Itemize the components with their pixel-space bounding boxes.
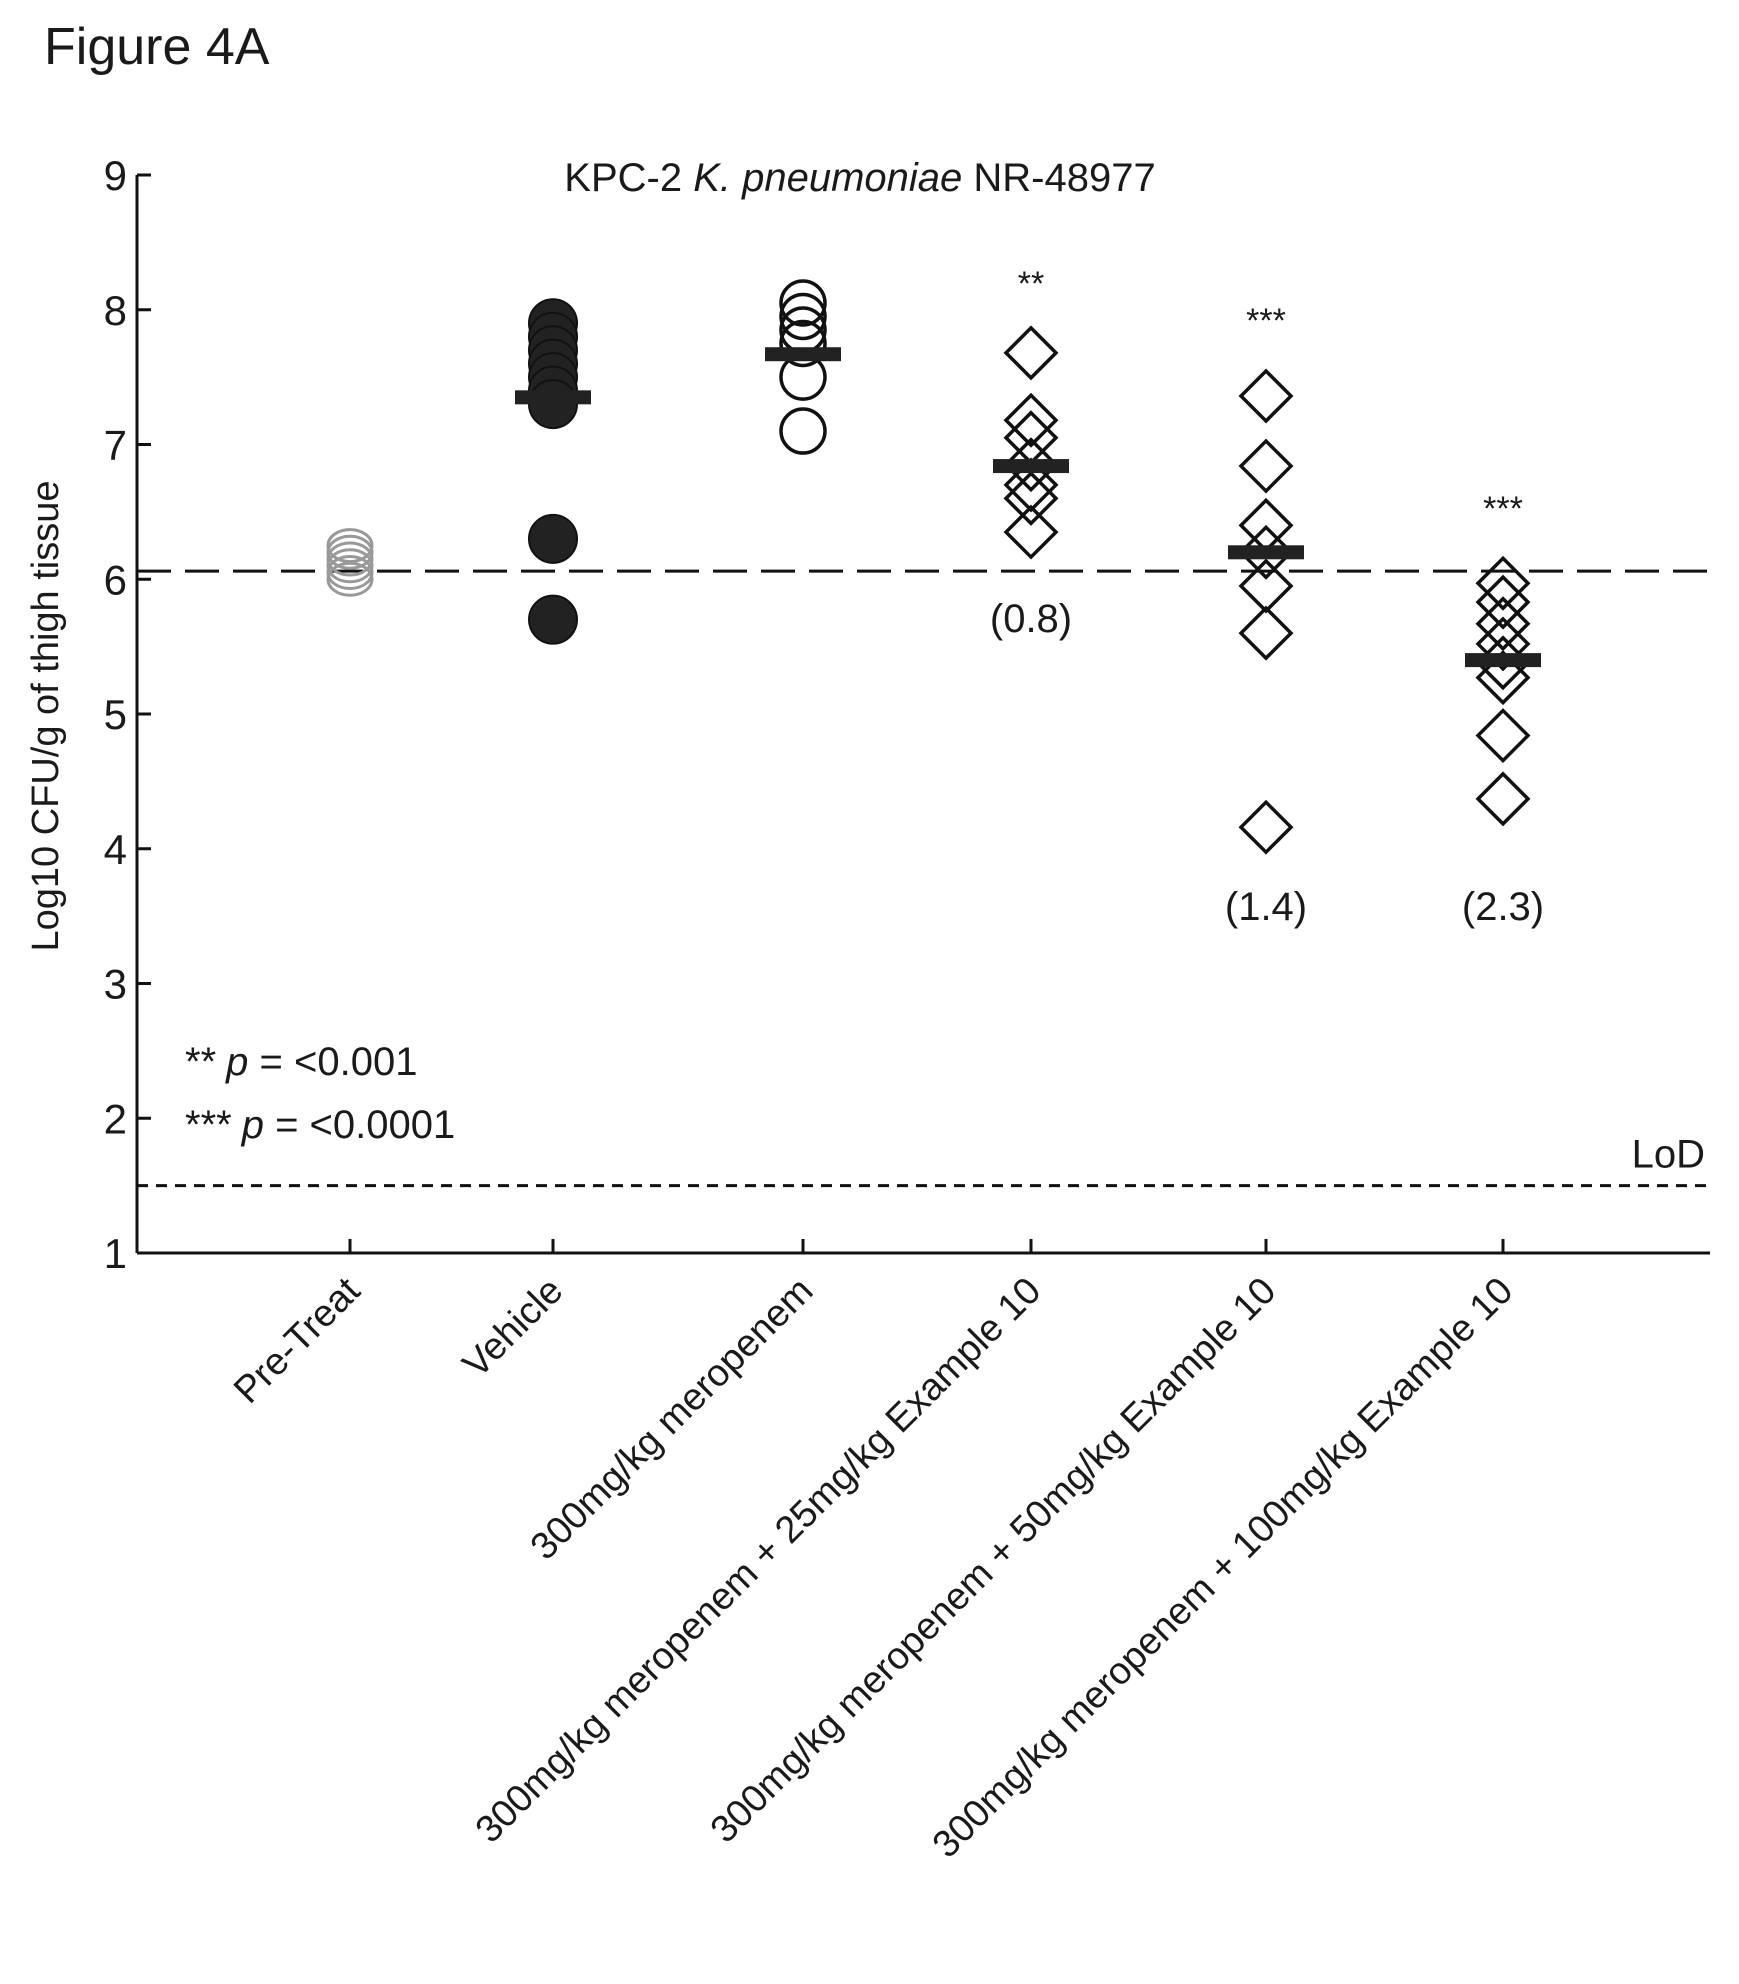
legend-entry-2: *** p = <0.0001 bbox=[185, 1103, 455, 1147]
legend-p-1: p bbox=[225, 1040, 248, 1084]
mean-bar bbox=[1465, 653, 1541, 668]
legend-stars-1: ** bbox=[185, 1040, 216, 1084]
y-tick-label: 4 bbox=[104, 826, 127, 873]
data-point bbox=[326, 541, 374, 577]
axes: 1 2 3 4 5 6 7 8 9 Pre-Treat Vehicle 300mg/kg merope… bbox=[104, 152, 1710, 1866]
data-point bbox=[1003, 470, 1059, 526]
data-point bbox=[326, 555, 374, 591]
data-point bbox=[528, 513, 578, 564]
series-group bbox=[515, 298, 591, 645]
significance-label: *** bbox=[1483, 490, 1523, 528]
data-point bbox=[1475, 771, 1531, 827]
legend-text-2: = <0.0001 bbox=[264, 1103, 455, 1147]
data-point bbox=[779, 319, 827, 368]
significance-label: *** bbox=[1246, 302, 1286, 340]
reduction-label: (0.8) bbox=[990, 597, 1072, 641]
y-tick-label: 7 bbox=[104, 422, 127, 469]
series-group bbox=[993, 325, 1069, 560]
data-point bbox=[1475, 708, 1531, 764]
data-point bbox=[779, 407, 827, 455]
legend-text-1: = <0.001 bbox=[248, 1040, 417, 1084]
data-point bbox=[1238, 558, 1294, 614]
y-tick-label: 6 bbox=[104, 556, 127, 603]
legend-stars-2: *** bbox=[185, 1103, 232, 1147]
data-point bbox=[1475, 650, 1531, 706]
mean-bar bbox=[1228, 545, 1304, 560]
x-tick-label: Pre-Treat bbox=[226, 1269, 368, 1411]
data-point bbox=[1003, 392, 1059, 448]
data-point bbox=[779, 279, 827, 327]
y-tick-label: 8 bbox=[104, 287, 127, 334]
reduction-label: (1.4) bbox=[1225, 885, 1307, 929]
data-point bbox=[1003, 504, 1059, 560]
mean-bar bbox=[515, 390, 591, 405]
data-points bbox=[326, 279, 1541, 855]
data-point bbox=[1475, 596, 1531, 652]
reduction-label: (2.3) bbox=[1462, 885, 1544, 929]
annotations: ** (0.8) *** (1.4) *** (2.3) bbox=[990, 265, 1544, 929]
x-tick-label: 300mg/kg meropenem + 50mg/kg Example 10 bbox=[703, 1270, 1285, 1852]
data-point bbox=[1475, 574, 1531, 630]
data-point bbox=[1238, 524, 1294, 580]
data-point bbox=[779, 292, 827, 341]
data-point bbox=[1475, 616, 1531, 672]
data-point bbox=[1238, 799, 1294, 855]
legend-p-2: p bbox=[241, 1103, 264, 1147]
series-group bbox=[765, 279, 841, 455]
mean-bar bbox=[993, 459, 1069, 474]
data-point bbox=[326, 561, 374, 597]
y-tick-label: 9 bbox=[104, 152, 127, 199]
data-point bbox=[528, 594, 578, 645]
chart-title: KPC-2 K. pneumoniae NR-48977 bbox=[564, 156, 1155, 200]
y-tick-label: 3 bbox=[104, 961, 127, 1008]
significance-label: ** bbox=[1018, 265, 1044, 303]
y-tick-label: 1 bbox=[104, 1230, 127, 1277]
data-point bbox=[779, 353, 827, 401]
figure-label: Figure 4A bbox=[44, 18, 270, 76]
data-point bbox=[326, 548, 374, 584]
series-group bbox=[326, 528, 374, 597]
series-group bbox=[1465, 555, 1541, 827]
data-point bbox=[326, 528, 374, 564]
data-point bbox=[326, 534, 374, 570]
chart-title-pre: KPC-2 bbox=[564, 156, 693, 200]
data-point bbox=[1003, 437, 1059, 493]
chart-title-post: NR-48977 bbox=[962, 156, 1155, 200]
data-point bbox=[1003, 325, 1059, 381]
legend: ** p = <0.001 *** p = <0.0001 bbox=[185, 1040, 455, 1147]
data-point bbox=[1238, 605, 1294, 661]
series-group bbox=[1228, 368, 1304, 855]
mean-bar bbox=[765, 347, 841, 362]
legend-entry-1: ** p = <0.001 bbox=[185, 1040, 417, 1084]
y-axis-label: Log10 CFU/g of thigh tissue bbox=[25, 480, 67, 951]
reference-line-label: LoD bbox=[1632, 1133, 1705, 1177]
reference-lines: LoD bbox=[137, 569, 1710, 1188]
data-point bbox=[1238, 368, 1294, 424]
data-point bbox=[1238, 438, 1294, 494]
x-tick-label: Vehicle bbox=[455, 1270, 571, 1386]
y-tick-label: 5 bbox=[104, 691, 127, 738]
data-point bbox=[1475, 555, 1531, 611]
chart-title-italic: K. pneumoniae bbox=[693, 156, 962, 200]
y-tick-label: 2 bbox=[104, 1095, 127, 1142]
data-point bbox=[1003, 457, 1059, 513]
